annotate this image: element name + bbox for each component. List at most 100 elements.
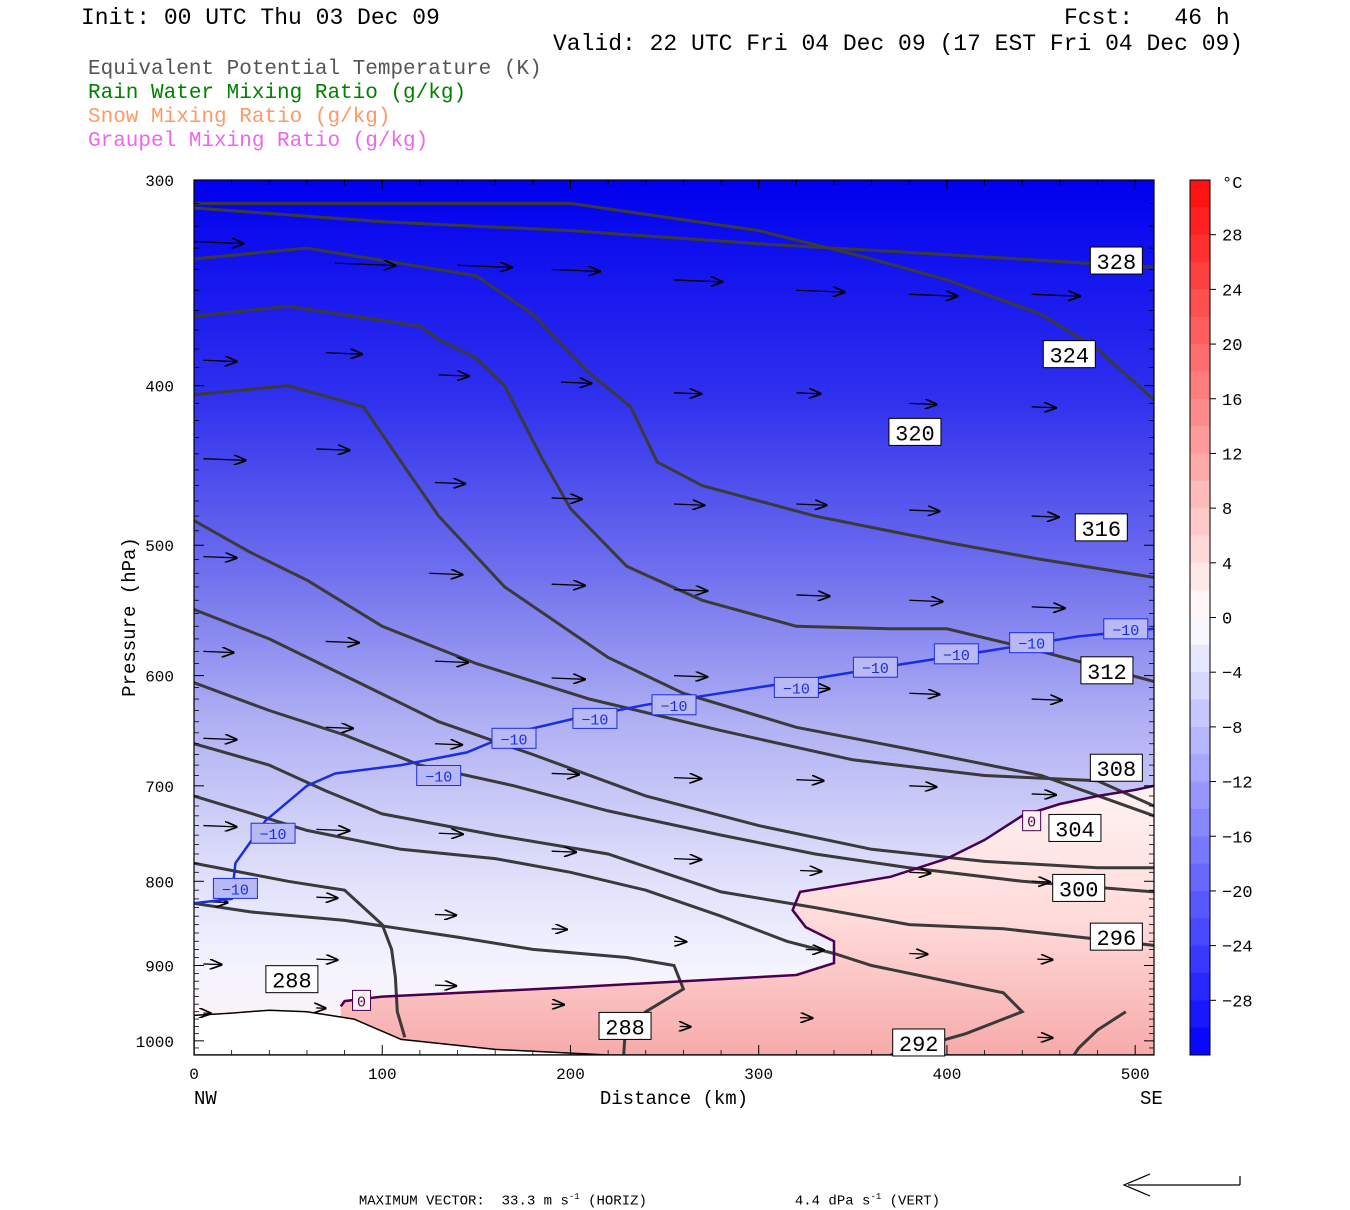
colorbar-band [1190, 344, 1210, 372]
colorbar-tick-label: 4 [1222, 556, 1232, 575]
colorbar-band [1190, 535, 1210, 563]
y-tick-label: 1000 [136, 1034, 174, 1052]
colorbar-band [1190, 782, 1210, 810]
footer-vert: 4.4 dPa s-1 (VERT) [778, 1176, 940, 1210]
wind-vector [203, 964, 221, 965]
colorbar-band [1190, 809, 1210, 837]
colorbar-band [1190, 946, 1210, 974]
colorbar-band [1190, 864, 1210, 892]
x-tick-label: 0 [189, 1066, 199, 1084]
colorbar-band [1190, 1028, 1210, 1056]
isotherm-minus10-label: −10 [862, 661, 889, 678]
y-tick-label: 400 [145, 379, 174, 397]
colorbar-tick-label: 28 [1222, 228, 1242, 247]
wind-vector [435, 914, 456, 915]
contour-label: 292 [899, 1033, 939, 1058]
y-tick-label: 800 [145, 874, 174, 892]
colorbar-tick-label: 0 [1222, 611, 1232, 630]
colorbar-tick-label: 24 [1222, 282, 1242, 301]
x-tick-label: 300 [744, 1066, 773, 1084]
colorbar-band [1190, 235, 1210, 263]
horiz-unit: (HORIZ) [588, 1194, 647, 1210]
wind-vector [806, 949, 824, 950]
colorbar-tick-label: −24 [1222, 939, 1253, 958]
colorbar-tick-label: −20 [1222, 884, 1253, 903]
colorbar-tick-label: −16 [1222, 829, 1253, 848]
y-tick-label: 900 [145, 959, 174, 977]
colorbar-band [1190, 207, 1210, 235]
colorbar-band [1190, 453, 1210, 481]
colorbar-tick-label: −8 [1222, 720, 1242, 739]
horiz-value: 33.3 m s [502, 1194, 569, 1210]
y-axis-title: Pressure (hPa) [119, 537, 141, 697]
x-endpoint-left: NW [194, 1088, 217, 1110]
contour-label: 316 [1081, 518, 1121, 543]
isotherm-zero-label: 0 [1027, 815, 1036, 832]
colorbar-band [1190, 481, 1210, 509]
y-tick-label: 700 [145, 779, 174, 797]
wind-vector [435, 985, 456, 986]
contour-label: 296 [1097, 927, 1137, 952]
colorbar-band [1190, 727, 1210, 755]
contour-label: 320 [895, 422, 935, 447]
colorbar-band [1190, 426, 1210, 454]
vert-value: 4.4 dPa s [795, 1194, 871, 1210]
horiz-exponent: -1 [569, 1192, 580, 1202]
contour-label: 288 [272, 970, 312, 995]
max-vector-arrow [1124, 1174, 1240, 1196]
colorbar-band [1190, 645, 1210, 673]
isotherm-minus10-label: −10 [222, 882, 249, 899]
wind-vector [909, 872, 930, 873]
isotherm-minus10-label: −10 [581, 712, 608, 729]
isotherm-minus10-label: −10 [425, 770, 452, 787]
colorbar-tick-label: −12 [1222, 775, 1253, 794]
isotherm-minus10-label: −10 [1112, 623, 1139, 640]
colorbar-band [1190, 289, 1210, 317]
isotherm-minus10-label: −10 [783, 681, 810, 698]
colorbar-band [1190, 317, 1210, 345]
colorbar-band [1190, 973, 1210, 1001]
contour-label: 328 [1097, 251, 1137, 276]
wind-vector [316, 959, 337, 960]
colorbar-band [1190, 508, 1210, 536]
contour-label: 312 [1087, 661, 1127, 686]
wind-vector [316, 897, 337, 898]
contour-label: 304 [1055, 818, 1095, 843]
x-tick-label: 100 [368, 1066, 397, 1084]
isotherm-minus10-label: −10 [500, 732, 527, 749]
wind-vector [909, 953, 927, 954]
isotherm-zero-label: 0 [357, 994, 366, 1011]
colorbar-unit: °C [1222, 175, 1242, 194]
x-tick-label: 400 [933, 1066, 962, 1084]
y-tick-label: 500 [145, 538, 174, 556]
colorbar-band [1190, 262, 1210, 290]
vert-unit: (VERT) [890, 1194, 940, 1210]
isotherm-minus10-label: −10 [660, 699, 687, 716]
colorbar-band [1190, 1000, 1210, 1028]
x-axis-title: Distance (km) [600, 1088, 748, 1110]
contour-label: 300 [1059, 878, 1099, 903]
x-endpoint-right: SE [1140, 1088, 1163, 1110]
y-tick-label: 600 [145, 669, 174, 687]
colorbar-band [1190, 918, 1210, 946]
colorbar-band [1190, 754, 1210, 782]
colorbar-band [1190, 672, 1210, 700]
colorbar-tick-label: 12 [1222, 446, 1242, 465]
wind-vector [1032, 881, 1050, 882]
x-tick-label: 500 [1121, 1066, 1150, 1084]
max-vector-label: MAXIMUM VECTOR: [359, 1194, 485, 1210]
colorbar-band [1190, 700, 1210, 728]
colorbar-tick-label: 8 [1222, 501, 1232, 520]
contour-label: 308 [1097, 758, 1137, 783]
wind-vector [1037, 959, 1052, 960]
isotherm-minus10-label: −10 [1018, 637, 1045, 654]
colorbar-band [1190, 618, 1210, 646]
wind-vector [552, 929, 567, 930]
contour-label: 288 [605, 1016, 645, 1041]
colorbar-tick-label: 16 [1222, 392, 1242, 411]
wind-vector [1037, 1037, 1052, 1038]
x-tick-label: 200 [556, 1066, 585, 1084]
vert-exponent: -1 [870, 1192, 881, 1202]
isotherm-minus10-label: −10 [260, 827, 287, 844]
